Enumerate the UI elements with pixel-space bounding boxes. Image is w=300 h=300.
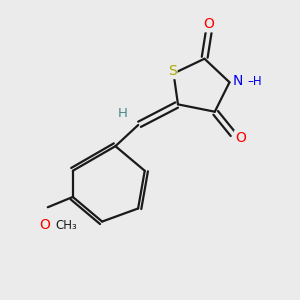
Text: –H: –H bbox=[248, 75, 262, 88]
Text: S: S bbox=[168, 64, 176, 78]
Text: O: O bbox=[203, 17, 214, 31]
Text: O: O bbox=[39, 218, 50, 232]
Text: O: O bbox=[235, 131, 246, 145]
Text: H: H bbox=[118, 107, 128, 120]
Text: N: N bbox=[232, 74, 243, 88]
Text: CH₃: CH₃ bbox=[56, 219, 77, 232]
